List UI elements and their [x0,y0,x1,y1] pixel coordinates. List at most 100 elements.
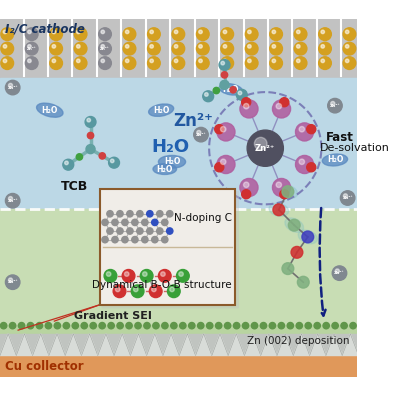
Polygon shape [33,334,49,356]
Circle shape [248,59,251,63]
Circle shape [174,45,178,48]
Polygon shape [130,334,147,356]
Circle shape [65,161,68,165]
Circle shape [297,45,300,48]
Circle shape [115,287,120,292]
Circle shape [270,57,282,69]
Circle shape [98,57,112,69]
Circle shape [125,272,129,276]
Circle shape [245,28,258,40]
Circle shape [280,98,289,107]
Polygon shape [82,334,98,356]
Circle shape [102,236,108,243]
Bar [0,19,357,78]
Ellipse shape [278,185,298,198]
Polygon shape [310,334,326,356]
Circle shape [294,57,307,69]
Circle shape [135,322,141,329]
Circle shape [248,45,251,48]
Circle shape [162,219,168,226]
Circle shape [101,45,104,48]
Polygon shape [244,334,261,356]
Circle shape [174,30,178,34]
Circle shape [162,236,168,243]
Circle shape [6,80,20,95]
Circle shape [156,228,163,234]
Circle shape [350,322,356,329]
Circle shape [6,194,20,208]
Circle shape [280,190,289,199]
Circle shape [125,30,129,34]
Circle shape [152,236,158,243]
Circle shape [251,322,258,329]
Circle shape [204,93,208,96]
Text: I₂/C cathode: I₂/C cathode [6,23,85,35]
Circle shape [276,182,282,188]
Polygon shape [277,334,293,356]
Circle shape [171,322,177,329]
Circle shape [346,59,349,63]
Circle shape [314,322,320,329]
Circle shape [240,179,258,196]
Circle shape [147,228,153,234]
Circle shape [132,236,138,243]
Circle shape [134,287,138,292]
Circle shape [240,100,258,118]
Circle shape [52,45,56,48]
Circle shape [1,28,13,40]
Circle shape [87,132,94,139]
Ellipse shape [153,164,177,175]
Circle shape [6,275,20,289]
Text: H₂O: H₂O [42,106,58,115]
Circle shape [28,30,31,34]
Circle shape [273,100,291,118]
Circle shape [167,228,173,234]
Circle shape [52,30,56,34]
Text: Dynamical B-O-B structure: Dynamical B-O-B structure [92,280,232,290]
Circle shape [215,125,224,134]
Circle shape [167,285,180,297]
Circle shape [158,270,171,282]
Circle shape [278,322,284,329]
Ellipse shape [298,230,318,244]
Circle shape [223,30,227,34]
Bar [0,209,357,327]
Circle shape [296,322,303,329]
Text: Zn²⁺: Zn²⁺ [196,133,206,137]
Circle shape [216,322,222,329]
Polygon shape [163,334,179,356]
Circle shape [260,322,267,329]
Circle shape [63,159,74,170]
Circle shape [122,236,128,243]
Circle shape [343,57,356,69]
Text: Zn²⁺: Zn²⁺ [173,112,213,130]
Circle shape [161,272,165,276]
Ellipse shape [322,154,348,166]
Circle shape [288,219,300,231]
Circle shape [76,154,83,160]
Polygon shape [195,334,212,356]
Circle shape [269,322,275,329]
Circle shape [172,28,185,40]
Text: Zn²⁺: Zn²⁺ [255,144,275,153]
Circle shape [123,42,136,55]
Circle shape [272,45,276,48]
Circle shape [27,322,33,329]
Circle shape [221,42,234,55]
Circle shape [1,57,13,69]
Text: TCB: TCB [61,180,88,193]
Circle shape [152,219,158,226]
Circle shape [213,88,219,94]
Circle shape [3,59,7,63]
Circle shape [319,57,331,69]
Circle shape [331,101,335,105]
Text: Fast: Fast [326,131,354,144]
Circle shape [76,59,80,63]
Circle shape [104,270,117,282]
Circle shape [152,287,156,292]
Circle shape [219,59,230,70]
Circle shape [25,42,38,55]
Circle shape [221,72,228,78]
Circle shape [270,42,282,55]
Circle shape [332,322,338,329]
